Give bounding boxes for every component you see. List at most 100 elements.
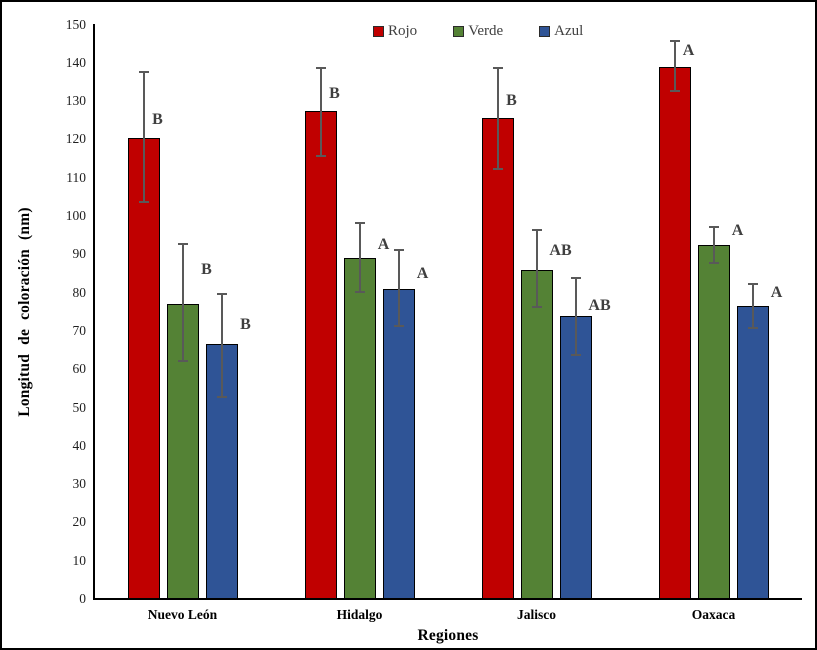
error-bar-verde-1	[177, 242, 188, 362]
error-bar-cap-top	[354, 221, 365, 224]
error-bar-cap-bottom	[531, 305, 542, 308]
error-bar-cap-bottom	[354, 290, 365, 293]
x-category-label-4: Oaxaca	[691, 607, 736, 622]
bar-azul-2	[382, 288, 415, 600]
legend-swatch-rojo	[373, 26, 384, 37]
y-tick-label-110: 110	[66, 169, 86, 185]
error-bar-cap-bottom	[138, 200, 149, 203]
legend-label-verde: Verde	[468, 23, 504, 39]
significance-letter-azul-4: A	[770, 283, 783, 301]
significance-letter-rojo-3: B	[506, 92, 517, 110]
error-bar-line	[181, 242, 184, 362]
legend: Rojo Verde Azul	[373, 23, 583, 40]
y-tick-label-10: 10	[72, 552, 87, 568]
significance-letter-azul-3: AB	[588, 297, 611, 315]
error-bar-cap-bottom	[216, 395, 227, 398]
significance-letter-verde-4: A	[731, 222, 744, 240]
error-bar-line	[358, 221, 361, 293]
bar-rojo-3	[481, 118, 514, 600]
error-bar-cap-top	[216, 292, 227, 295]
error-bar-line	[712, 225, 715, 264]
y-tick-label-100: 100	[65, 208, 86, 224]
bar-azul-3	[559, 315, 592, 600]
y-tick-label-120: 120	[65, 131, 86, 147]
significance-letter-rojo-2: B	[329, 84, 340, 102]
error-bar-cap-bottom	[393, 325, 404, 328]
y-tick-label-90: 90	[72, 246, 87, 262]
error-bar-cap-bottom	[747, 327, 758, 330]
error-bar-line	[397, 248, 400, 328]
error-bar-verde-3	[531, 229, 542, 308]
error-bar-azul-3	[570, 277, 581, 356]
error-bar-line	[496, 66, 499, 171]
error-bar-cap-top	[747, 283, 758, 286]
error-bar-cap-bottom	[570, 353, 581, 356]
y-tick-label-60: 60	[72, 361, 87, 377]
bar-rojo-2	[304, 110, 337, 600]
error-bar-cap-top	[138, 70, 149, 73]
significance-letter-rojo-1: B	[152, 111, 163, 129]
legend-label-rojo: Rojo	[388, 23, 418, 39]
y-tick-label-20: 20	[72, 514, 87, 530]
y-axis-line	[93, 24, 95, 600]
error-bar-rojo-3	[492, 66, 503, 171]
y-tick-label-50: 50	[72, 399, 87, 415]
y-tick-label-40: 40	[72, 437, 87, 453]
error-bar-cap-top	[708, 225, 719, 228]
bar-verde-4	[697, 244, 730, 600]
error-bar-verde-4	[708, 225, 719, 264]
error-bar-verde-2	[354, 221, 365, 293]
bar-verde-2	[343, 258, 376, 600]
y-tick-label-140: 140	[65, 54, 86, 70]
legend-item-azul: Azul	[539, 23, 583, 40]
error-bar-azul-1	[216, 292, 227, 398]
error-bar-cap-bottom	[315, 154, 326, 157]
error-bar-azul-2	[393, 248, 404, 328]
error-bar-line	[673, 39, 676, 92]
error-bar-cap-top	[393, 248, 404, 251]
legend-swatch-verde	[453, 26, 465, 37]
significance-letter-verde-1: B	[201, 260, 212, 278]
x-category-label-3: Jalisco	[517, 607, 556, 622]
bar-rojo-1	[127, 137, 160, 600]
error-bar-cap-top	[492, 66, 503, 69]
error-bar-cap-bottom	[177, 359, 188, 362]
y-tick-label-80: 80	[72, 284, 87, 300]
error-bar-line	[142, 70, 145, 203]
significance-letter-rojo-4: A	[682, 42, 695, 60]
significance-letter-azul-2: A	[416, 264, 429, 282]
y-tick-label-0: 0	[79, 591, 86, 606]
y-tick-label-30: 30	[72, 476, 87, 492]
error-bar-cap-top	[669, 39, 680, 42]
error-bar-cap-bottom	[708, 261, 719, 264]
error-bar-cap-bottom	[669, 89, 680, 92]
error-bar-rojo-4	[669, 39, 680, 92]
error-bar-cap-top	[177, 242, 188, 245]
legend-swatch-azul	[539, 26, 551, 37]
x-axis-title: Regiones	[417, 627, 479, 644]
error-bar-rojo-2	[315, 66, 326, 157]
error-bar-line	[319, 66, 322, 157]
error-bar-cap-bottom	[492, 168, 503, 171]
significance-letter-azul-1: B	[240, 316, 251, 334]
error-bar-line	[535, 229, 538, 308]
bar-azul-4	[736, 306, 769, 600]
y-axis-title: Longitud de coloración (nm)	[16, 207, 33, 417]
legend-item-rojo: Rojo	[373, 23, 417, 40]
bar-rojo-4	[658, 66, 691, 600]
error-bar-azul-4	[747, 283, 758, 330]
error-bar-line	[751, 283, 754, 330]
x-category-label-1: Nuevo León	[147, 607, 218, 622]
legend-label-azul: Azul	[554, 23, 584, 39]
significance-letter-verde-2: A	[377, 235, 390, 253]
error-bar-cap-top	[315, 66, 326, 69]
error-bar-line	[574, 277, 577, 356]
significance-letter-verde-3: AB	[549, 241, 572, 259]
bar-verde-3	[520, 269, 553, 600]
error-bar-cap-top	[570, 277, 581, 280]
error-bar-line	[220, 292, 223, 398]
x-axis-line	[93, 598, 802, 600]
y-tick-label-150: 150	[65, 16, 86, 32]
y-tick-label-70: 70	[72, 322, 87, 338]
